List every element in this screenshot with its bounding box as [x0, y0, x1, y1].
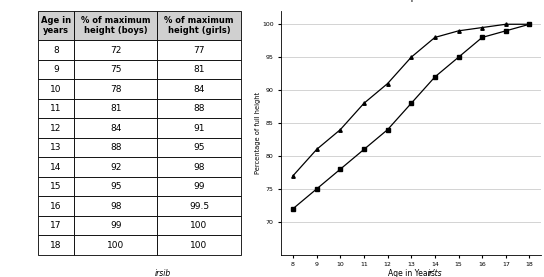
- →★ Girls: [361, 102, 367, 105]
- Line: →★ Girls: →★ Girls: [291, 22, 531, 178]
- →★ Girls: [431, 36, 438, 39]
- → Boys: [337, 168, 344, 171]
- →★ Girls: [290, 174, 296, 178]
- Y-axis label: Percentage of full height: Percentage of full height: [255, 92, 261, 174]
- →★ Girls: [384, 82, 391, 85]
- → Boys: [408, 102, 415, 105]
- → Boys: [290, 207, 296, 211]
- →★ Girls: [337, 128, 344, 131]
- Text: irsib: irsib: [155, 269, 171, 277]
- Text: ir’ts: ir’ts: [428, 269, 442, 277]
- → Boys: [313, 187, 320, 191]
- → Boys: [503, 29, 509, 32]
- Text: Y: Y: [409, 0, 414, 4]
- →★ Girls: [503, 23, 509, 26]
- → Boys: [361, 148, 367, 151]
- → Boys: [479, 36, 485, 39]
- →★ Girls: [455, 29, 462, 32]
- →★ Girls: [479, 26, 485, 29]
- →★ Girls: [408, 55, 415, 59]
- → Boys: [455, 55, 462, 59]
- → Boys: [431, 75, 438, 79]
- → Boys: [526, 23, 533, 26]
- → Boys: [384, 128, 391, 131]
- Line: → Boys: → Boys: [291, 22, 531, 211]
- X-axis label: Age in Years: Age in Years: [388, 269, 435, 277]
- →★ Girls: [313, 148, 320, 151]
- →★ Girls: [526, 23, 533, 26]
